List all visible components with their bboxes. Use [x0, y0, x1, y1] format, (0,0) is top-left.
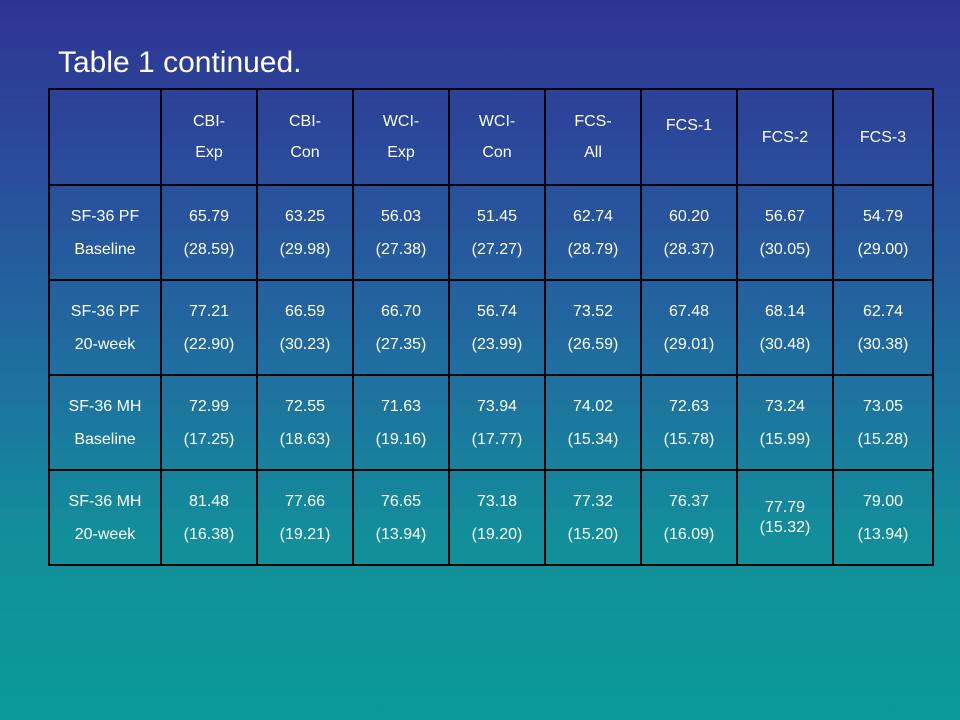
row-label: SF-36 PF 20-week	[48, 279, 162, 376]
column-header-fcs-1: FCS-1	[640, 88, 738, 186]
row-label: SF-36 MH Baseline	[48, 374, 162, 471]
table-cell: 73.18 (19.20)	[448, 469, 546, 566]
table-row: SF-36 PF 20-week 77.21 (22.90) 66.59 (30.23…	[48, 279, 934, 376]
table-cell: 62.74 (30.38)	[832, 279, 934, 376]
table-cell: 71.63 (19.16)	[352, 374, 450, 471]
table-cell: 73.05 (15.28)	[832, 374, 934, 471]
table-cell: 81.48 (16.38)	[160, 469, 258, 566]
table-cell: 74.02 (15.34)	[544, 374, 642, 471]
table-row: SF-36 MH Baseline 72.99 (17.25) 72.55 (18.6…	[48, 374, 934, 471]
table-cell: 56.03 (27.38)	[352, 184, 450, 281]
table-cell: 73.94 (17.77)	[448, 374, 546, 471]
table-row: SF-36 MH 20-week 81.48 (16.38) 77.66 (19.21…	[48, 469, 934, 566]
column-header-fcs-2: FCS-2	[736, 88, 834, 186]
table-cell: 67.48 (29.01)	[640, 279, 738, 376]
table-cell: 77.66 (19.21)	[256, 469, 354, 566]
row-label: SF-36 PF Baseline	[48, 184, 162, 281]
table-cell: 54.79 (29.00)	[832, 184, 934, 281]
table-cell: 68.14 (30.48)	[736, 279, 834, 376]
table-cell: 79.00 (13.94)	[832, 469, 934, 566]
table-cell: 77.21 (22.90)	[160, 279, 258, 376]
table-cell: 72.55 (18.63)	[256, 374, 354, 471]
table-cell: 51.45 (27.27)	[448, 184, 546, 281]
table-cell: 56.74 (23.99)	[448, 279, 546, 376]
table-cell: 60.20 (28.37)	[640, 184, 738, 281]
table-cell: 76.37 (16.09)	[640, 469, 738, 566]
column-header-fcs-all: FCS- All	[544, 88, 642, 186]
table-cell: 73.24 (15.99)	[736, 374, 834, 471]
table-cell: 65.79 (28.59)	[160, 184, 258, 281]
table-cell: 62.74 (28.79)	[544, 184, 642, 281]
column-header-cbi-exp: CBI- Exp	[160, 88, 258, 186]
table-cell: 66.70 (27.35)	[352, 279, 450, 376]
table-cell: 72.63 (15.78)	[640, 374, 738, 471]
table-cell: 63.25 (29.98)	[256, 184, 354, 281]
slide-title: Table 1 continued.	[58, 46, 302, 79]
table-cell: 77.32 (15.20)	[544, 469, 642, 566]
table-cell: 76.65 (13.94)	[352, 469, 450, 566]
table-cell: 66.59 (30.23)	[256, 279, 354, 376]
header-row: CBI- Exp CBI- Con WCI- Exp WCI- Con FCS- All …	[48, 88, 934, 186]
table-cell: 73.52 (26.59)	[544, 279, 642, 376]
row-label: SF-36 MH 20-week	[48, 469, 162, 566]
table-row: SF-36 PF Baseline 65.79 (28.59) 63.25 (29.9…	[48, 184, 934, 281]
table-cell: 77.79 (15.32)	[736, 469, 834, 566]
table-cell: 72.99 (17.25)	[160, 374, 258, 471]
column-header-fcs-3: FCS-3	[832, 88, 934, 186]
column-header-wci-exp: WCI- Exp	[352, 88, 450, 186]
results-table: CBI- Exp CBI- Con WCI- Exp WCI- Con FCS- All …	[48, 88, 934, 566]
table-cell: 56.67 (30.05)	[736, 184, 834, 281]
column-header-wci-con: WCI- Con	[448, 88, 546, 186]
column-header-cbi-con: CBI- Con	[256, 88, 354, 186]
corner-cell	[48, 88, 162, 186]
